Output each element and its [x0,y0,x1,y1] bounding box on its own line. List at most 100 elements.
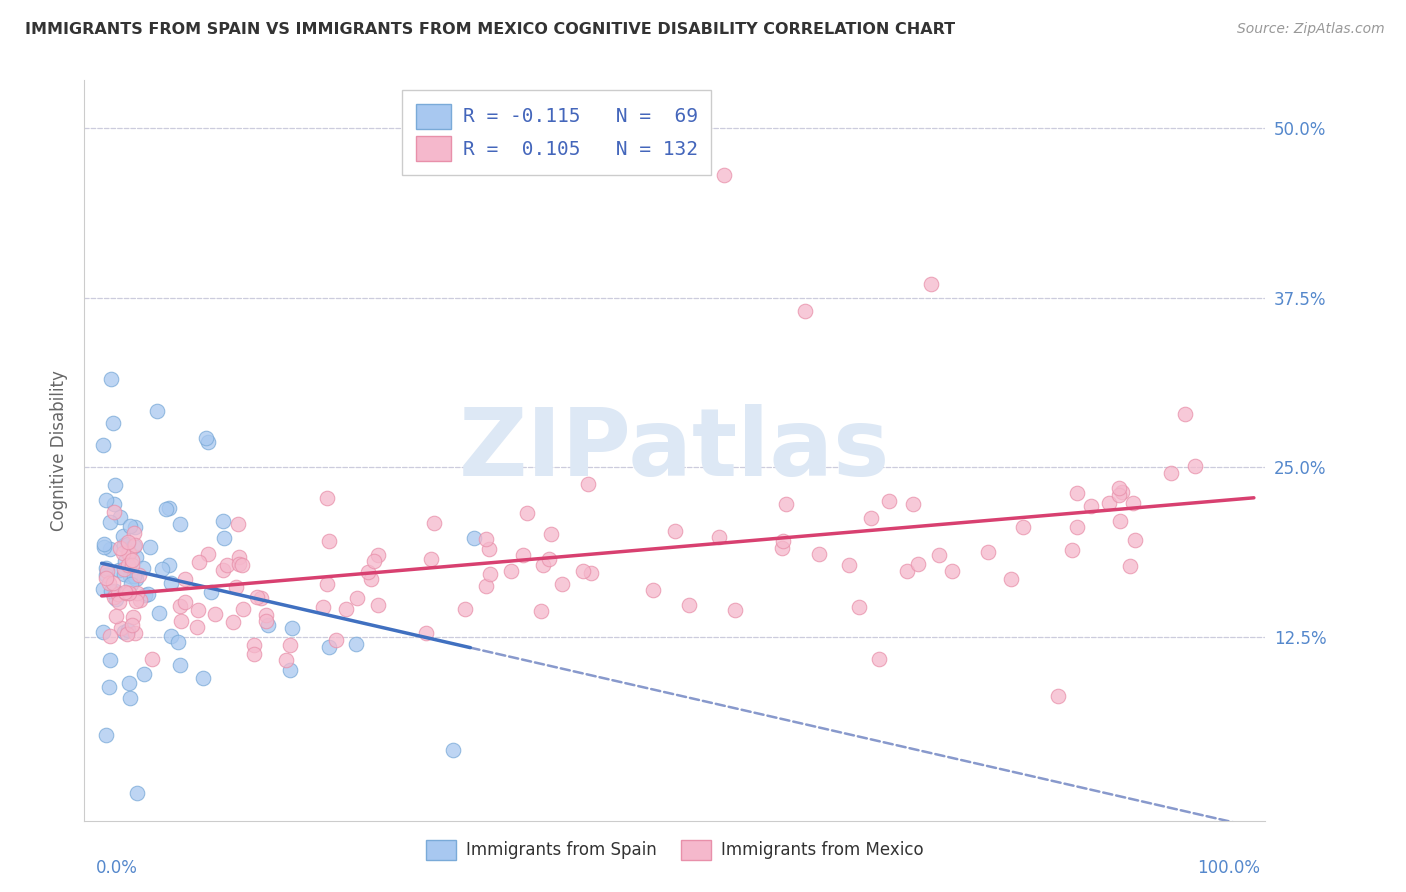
Point [117,537,139,551]
Point [191,671,214,685]
Point [280,638,302,652]
Point [115,627,138,641]
Point [315,577,337,591]
Point [533,558,555,572]
Point [423,516,446,530]
Point [122,609,145,624]
Point [94,728,117,742]
Point [838,558,860,573]
Point [572,564,595,578]
Point [146,403,169,417]
Point [516,506,538,520]
Point [169,516,191,531]
Text: IMMIGRANTS FROM SPAIN VS IMMIGRANTS FROM MEXICO COGNITIVE DISABILITY CORRELATION: IMMIGRANTS FROM SPAIN VS IMMIGRANTS FROM… [25,22,956,37]
Point [197,547,219,561]
Point [186,620,208,634]
Point [357,565,380,579]
Point [125,550,148,565]
Point [122,525,145,540]
Point [91,582,114,596]
Point [228,557,250,571]
Point [103,505,125,519]
Point [136,587,159,601]
Point [125,594,148,608]
Point [1119,558,1142,573]
Point [114,585,136,599]
Point [419,551,441,566]
Point [775,497,797,511]
Point [111,529,134,543]
Point [105,609,128,624]
Y-axis label: Cognitive Disability: Cognitive Disability [49,370,67,531]
Point [807,547,830,561]
Point [100,583,122,598]
Point [110,621,132,635]
Point [454,602,477,616]
Point [246,590,269,604]
Point [160,576,183,591]
Point [1184,458,1206,473]
Point [155,502,177,516]
Point [114,554,136,568]
Point [93,540,115,554]
Point [125,586,148,600]
Text: Source: ZipAtlas.com: Source: ZipAtlas.com [1237,22,1385,37]
Point [111,545,134,559]
Point [121,552,143,566]
Point [254,608,277,623]
Point [1066,520,1088,534]
Point [1108,488,1130,502]
Point [243,648,266,662]
Point [928,549,950,563]
Point [117,546,139,560]
Point [91,625,114,640]
Point [896,564,918,578]
Point [859,510,882,524]
Point [463,531,485,545]
Point [103,591,125,605]
Point [274,653,297,667]
Point [104,478,127,492]
Point [103,576,125,591]
Point [167,634,190,648]
Point [367,598,389,612]
Point [581,566,603,580]
Point [793,304,815,318]
Point [117,558,139,573]
Point [96,561,118,575]
Point [228,549,250,564]
Point [110,509,132,524]
Point [112,625,135,640]
Point [478,542,501,557]
Point [200,585,222,599]
Point [96,564,118,578]
Point [104,592,127,607]
Point [1109,514,1132,528]
Point [122,569,145,583]
Point [94,492,117,507]
Point [724,603,747,617]
Point [713,169,735,183]
Point [512,548,534,562]
Point [877,493,900,508]
Point [100,629,122,643]
Point [124,520,146,534]
Point [108,541,131,555]
Point [335,602,357,616]
Point [501,565,523,579]
Point [225,580,247,594]
Point [98,653,121,667]
Point [678,598,700,612]
Point [169,658,191,673]
Point [100,372,122,386]
Point [212,531,235,545]
Point [103,498,125,512]
Point [197,434,219,449]
Point [770,541,793,555]
Point [1046,689,1069,703]
Point [664,524,686,539]
Point [124,538,146,552]
Point [257,618,280,632]
Point [117,623,139,637]
Point [1066,486,1088,500]
